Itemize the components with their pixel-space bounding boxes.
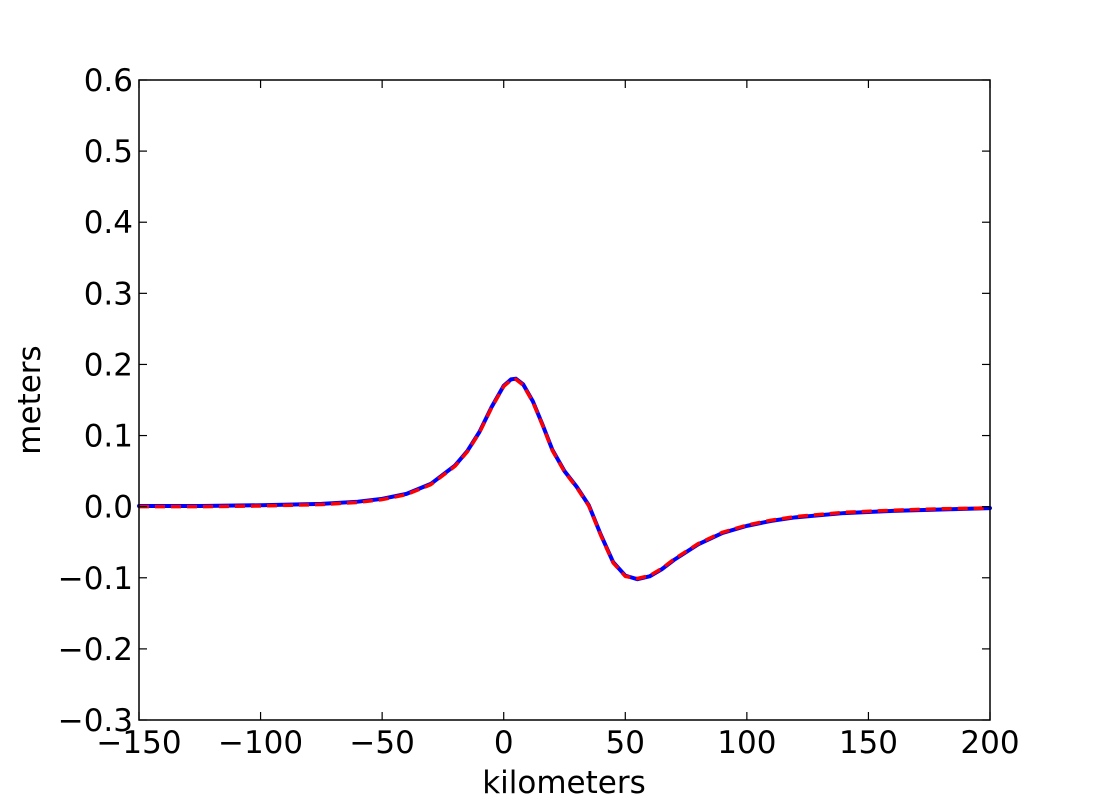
y-tick-label: 0.4 [84,205,133,241]
x-tick-label: −50 [349,725,414,761]
y-tick-label: 0.3 [84,276,133,312]
y-tick-label: 0.0 [84,490,133,526]
x-tick-label: −100 [218,725,303,761]
x-tick-label: 150 [839,725,898,761]
y-tick-label: −0.1 [58,561,133,597]
x-tick-label: 0 [494,725,514,761]
y-tick-label: 0.1 [84,419,133,455]
y-axis-label: meters [12,345,48,454]
plot-frame [138,79,991,721]
y-tick-label: 0.5 [84,134,133,170]
x-tick-label: 100 [717,725,776,761]
y-tick-label: 0.2 [84,347,133,383]
series-layer [137,376,992,582]
x-axis-label: kilometers [482,765,646,800]
y-tick-label: −0.2 [58,632,133,668]
y-tick-label: 0.6 [84,63,133,99]
plot-area [139,80,990,720]
tick-layer: −150 −100 −50 0 50 100 150 200 −0.3 −0.2 −0.1 0.0 0.… [58,63,1020,761]
series-line-red-dashed [139,377,991,581]
x-tick-label: 50 [606,725,645,761]
x-tick-label: −150 [96,725,181,761]
x-tick-label: 200 [960,725,1019,761]
y-tick-label: −0.3 [58,703,133,739]
